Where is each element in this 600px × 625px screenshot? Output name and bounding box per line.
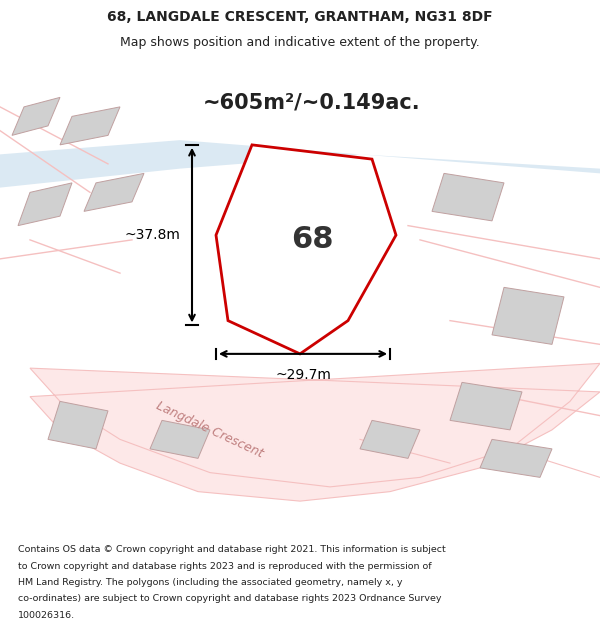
Polygon shape (48, 401, 108, 449)
Polygon shape (432, 173, 504, 221)
Polygon shape (450, 382, 522, 430)
Text: 68, LANGDALE CRESCENT, GRANTHAM, NG31 8DF: 68, LANGDALE CRESCENT, GRANTHAM, NG31 8D… (107, 9, 493, 24)
Text: ~605m²/~0.149ac.: ~605m²/~0.149ac. (203, 92, 421, 112)
Text: co-ordinates) are subject to Crown copyright and database rights 2023 Ordnance S: co-ordinates) are subject to Crown copyr… (18, 594, 442, 603)
Polygon shape (228, 254, 300, 297)
Polygon shape (60, 107, 120, 145)
Polygon shape (492, 288, 564, 344)
Polygon shape (150, 421, 210, 458)
Polygon shape (216, 145, 396, 354)
Text: HM Land Registry. The polygons (including the associated geometry, namely x, y: HM Land Registry. The polygons (includin… (18, 578, 403, 587)
Text: Map shows position and indicative extent of the property.: Map shows position and indicative extent… (120, 36, 480, 49)
Polygon shape (0, 140, 600, 188)
Polygon shape (480, 439, 552, 478)
Polygon shape (18, 183, 72, 226)
Polygon shape (84, 173, 144, 211)
Text: Langdale Crescent: Langdale Crescent (154, 399, 266, 461)
Text: 68: 68 (291, 226, 333, 254)
Polygon shape (12, 98, 60, 136)
Polygon shape (30, 363, 600, 501)
Text: ~37.8m: ~37.8m (124, 228, 180, 242)
Text: Contains OS data © Crown copyright and database right 2021. This information is : Contains OS data © Crown copyright and d… (18, 545, 446, 554)
Text: 100026316.: 100026316. (18, 611, 75, 619)
Text: ~29.7m: ~29.7m (275, 368, 331, 382)
Text: to Crown copyright and database rights 2023 and is reproduced with the permissio: to Crown copyright and database rights 2… (18, 561, 431, 571)
Polygon shape (360, 421, 420, 458)
